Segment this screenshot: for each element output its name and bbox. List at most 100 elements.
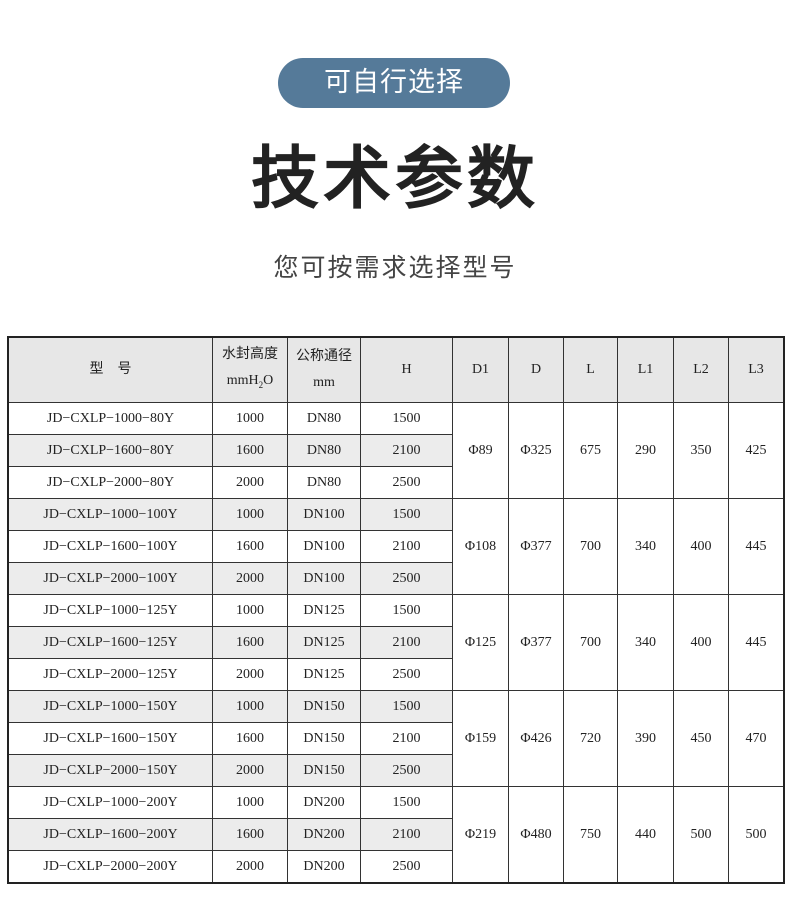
cell-water-seal: 1600 [212, 530, 288, 563]
cell-D: Φ377 [508, 594, 564, 691]
table-row: JD−CXLP−1600−125Y 1600 DN125 2100 [7, 626, 784, 659]
cell-D1: Φ89 [452, 402, 509, 499]
cell-H: 2500 [360, 754, 453, 787]
cell-water-seal: 1600 [212, 818, 288, 851]
cell-H: 2100 [360, 626, 453, 659]
table-row: JD−CXLP−1000−80Y 1000 DN80 1500 Φ89 Φ325 675 29… [7, 402, 785, 499]
cell-H: 2500 [360, 850, 453, 884]
header-nominal: 公称通径 mm [287, 336, 361, 403]
cell-L3: 500 [728, 786, 785, 884]
cell-model: JD−CXLP−1000−125Y [7, 594, 213, 627]
cell-nominal: DN100 [287, 498, 361, 531]
header-L1: L1 [617, 336, 674, 403]
table-row: JD−CXLP−1600−150Y 1600 DN150 2100 [7, 722, 784, 755]
page-subtitle: 您可按需求选择型号 [273, 253, 517, 282]
cell-nominal: DN200 [287, 850, 361, 884]
cell-H: 1500 [360, 402, 453, 435]
cell-L1: 290 [617, 402, 674, 499]
cell-model: JD−CXLP−2000−100Y [7, 562, 213, 595]
header-water-seal-label: 水封高度 [222, 347, 278, 363]
cell-nominal: DN200 [287, 786, 361, 819]
header-water-seal-sub: 2 [258, 379, 264, 390]
table-row: JD−CXLP−1600−200Y 1600 DN200 2100 [7, 818, 784, 851]
cell-model: JD−CXLP−1600−80Y [7, 434, 213, 467]
cell-L3: 470 [728, 690, 785, 787]
cell-L2: 450 [673, 690, 729, 787]
header-L2: L2 [673, 336, 729, 403]
cell-water-seal: 2000 [212, 658, 288, 691]
cell-water-seal: 1600 [212, 434, 288, 467]
cell-L: 750 [563, 786, 618, 884]
cell-model: JD−CXLP−1600−125Y [7, 626, 213, 659]
cell-D1: Φ108 [452, 498, 509, 595]
cell-nominal: DN80 [287, 466, 361, 499]
cell-nominal: DN80 [287, 434, 361, 467]
cell-model: JD−CXLP−1000−200Y [7, 786, 213, 819]
table-row: JD−CXLP−1000−125Y 1000 DN125 1500 Φ125 Φ377 70… [7, 594, 785, 691]
cell-H: 1500 [360, 690, 453, 723]
cell-nominal: DN80 [287, 402, 361, 435]
header-L3: L3 [728, 336, 785, 403]
table-row: JD−CXLP−1000−200Y 1000 DN200 1500 Φ219 Φ480 75… [7, 786, 785, 884]
cell-L2: 400 [673, 498, 729, 595]
header-D1: D1 [452, 336, 509, 403]
cell-water-seal: 2000 [212, 466, 288, 499]
cell-L1: 340 [617, 594, 674, 691]
cell-model: JD−CXLP−1600−200Y [7, 818, 213, 851]
cell-model: JD−CXLP−1600−150Y [7, 722, 213, 755]
cell-nominal: DN100 [287, 562, 361, 595]
cell-L3: 425 [728, 402, 785, 499]
cell-nominal: DN125 [287, 594, 361, 627]
cell-L: 720 [563, 690, 618, 787]
cell-L2: 350 [673, 402, 729, 499]
table-row: JD−CXLP−1000−100Y 1000 DN100 1500 Φ108 Φ377 70… [7, 498, 785, 595]
cell-water-seal: 2000 [212, 754, 288, 787]
cell-nominal: DN125 [287, 658, 361, 691]
cell-L1: 340 [617, 498, 674, 595]
cell-model: JD−CXLP−2000−150Y [7, 754, 213, 787]
table-row: JD−CXLP−2000−200Y 2000 DN200 2500 [7, 850, 784, 884]
cell-water-seal: 1000 [212, 402, 288, 435]
table-row: JD−CXLP−2000−125Y 2000 DN125 2500 [7, 658, 784, 691]
table-row: JD−CXLP−2000−80Y 2000 DN80 2500 [7, 466, 784, 499]
cell-H: 1500 [360, 498, 453, 531]
cell-D1: Φ125 [452, 594, 509, 691]
cell-L: 675 [563, 402, 618, 499]
cell-L1: 440 [617, 786, 674, 884]
cell-water-seal: 1000 [212, 498, 288, 531]
table-row: JD−CXLP−1600−80Y 1600 DN80 2100 [7, 434, 784, 467]
cell-model: JD−CXLP−2000−200Y [7, 850, 213, 884]
header-D: D [508, 336, 564, 403]
cell-nominal: DN100 [287, 530, 361, 563]
header-water-seal-unit: mmH [226, 373, 259, 389]
cell-L3: 445 [728, 498, 785, 595]
cell-water-seal: 1000 [212, 594, 288, 627]
cell-H: 2100 [360, 722, 453, 755]
cell-water-seal: 2000 [212, 850, 288, 884]
spec-table: 型 号 水封高度 mmH2O 公称通径 mm H D1 D L L1 L2 L3 J… [7, 336, 785, 884]
cell-nominal: DN150 [287, 722, 361, 755]
cell-H: 1500 [360, 594, 453, 627]
header-water-seal: 水封高度 mmH2O [212, 336, 288, 403]
cell-H: 2500 [360, 658, 453, 691]
cell-D1: Φ159 [452, 690, 509, 787]
cell-nominal: DN150 [287, 754, 361, 787]
cell-water-seal: 2000 [212, 562, 288, 595]
option-badge: 可自行选择 [278, 58, 510, 108]
cell-D: Φ325 [508, 402, 564, 499]
cell-D: Φ480 [508, 786, 564, 884]
cell-water-seal: 1600 [212, 626, 288, 659]
header-nominal-label: 公称通径 [296, 349, 352, 364]
cell-model: JD−CXLP−2000−125Y [7, 658, 213, 691]
header-L: L [563, 336, 618, 403]
page-title: 技术参数 [250, 140, 539, 219]
header-water-seal-unit-end: O [263, 373, 274, 389]
cell-water-seal: 1000 [212, 690, 288, 723]
cell-nominal: DN125 [287, 626, 361, 659]
cell-H: 2500 [360, 562, 453, 595]
cell-H: 2100 [360, 818, 453, 851]
cell-water-seal: 1600 [212, 722, 288, 755]
cell-L3: 445 [728, 594, 785, 691]
table-row: JD−CXLP−1000−150Y 1000 DN150 1500 Φ159 Φ426 72… [7, 690, 785, 787]
cell-D: Φ377 [508, 498, 564, 595]
